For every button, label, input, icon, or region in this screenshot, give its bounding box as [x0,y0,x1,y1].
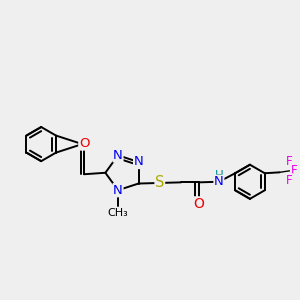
Text: S: S [155,176,164,190]
Text: N: N [113,149,123,162]
Text: N: N [113,184,123,197]
Text: O: O [79,137,89,150]
Text: F: F [286,174,292,187]
Text: N: N [214,175,224,188]
Text: H: H [214,169,223,182]
Text: O: O [194,197,204,211]
Text: F: F [291,164,298,177]
Text: CH₃: CH₃ [108,208,128,218]
Text: N: N [134,155,143,169]
Text: F: F [286,155,292,168]
